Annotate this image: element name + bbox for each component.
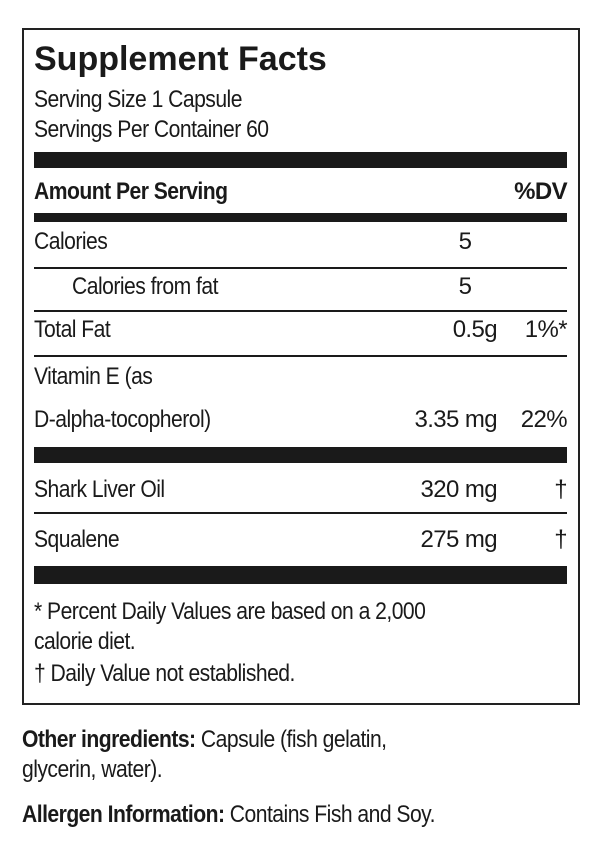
header-dv: %DV [514,178,567,205]
thick-divider [34,566,567,584]
divider [34,512,567,514]
row-squalene-dv: † [554,526,567,553]
row-shark-liver-oil-name: Shark Liver Oil [34,476,165,503]
row-calories-amount: 5 [458,228,472,255]
medium-divider [34,213,567,222]
row-shark-liver-oil-amount: 320 mg [420,476,498,503]
servings-per-container: Servings Per Container 60 [34,116,269,143]
allergen-information: Allergen Information: Contains Fish and … [22,801,436,828]
other-ingredients: Other ingredients: Capsule (fish gelatin… [22,726,387,753]
row-squalene-amount: 275 mg [420,526,498,553]
thick-divider [34,152,567,168]
divider [34,310,567,312]
row-calories-fat-amount: 5 [458,273,472,300]
divider [34,355,567,357]
row-total-fat-amount: 0.5g [452,316,498,343]
row-vitamin-e-name-line2: D-alpha-tocopherol) [34,406,211,433]
footnote-dv-cont: calorie diet. [34,628,136,655]
supplement-facts-panel [22,28,580,705]
divider [34,267,567,269]
row-squalene-name: Squalene [34,526,120,553]
other-ingredients-cont: glycerin, water). [22,756,163,783]
row-total-fat-name: Total Fat [34,316,111,343]
row-calories-fat-name: Calories from fat [72,273,218,300]
serving-size: Serving Size 1 Capsule [34,86,242,113]
row-shark-liver-oil-dv: † [554,476,567,503]
row-vitamin-e-amount: 3.35 mg [414,406,497,433]
footnote-dv: * Percent Daily Values are based on a 2,… [34,598,426,625]
panel-title: Supplement Facts [34,40,327,78]
header-amount: Amount Per Serving [34,178,228,205]
row-vitamin-e-dv: 22% [520,406,568,433]
footnote-dagger: † Daily Value not established. [34,660,295,687]
thick-divider [34,447,567,463]
row-calories-name: Calories [34,228,108,255]
row-total-fat-dv: 1%* [524,316,568,343]
row-vitamin-e-name-line1: Vitamin E (as [34,363,153,390]
